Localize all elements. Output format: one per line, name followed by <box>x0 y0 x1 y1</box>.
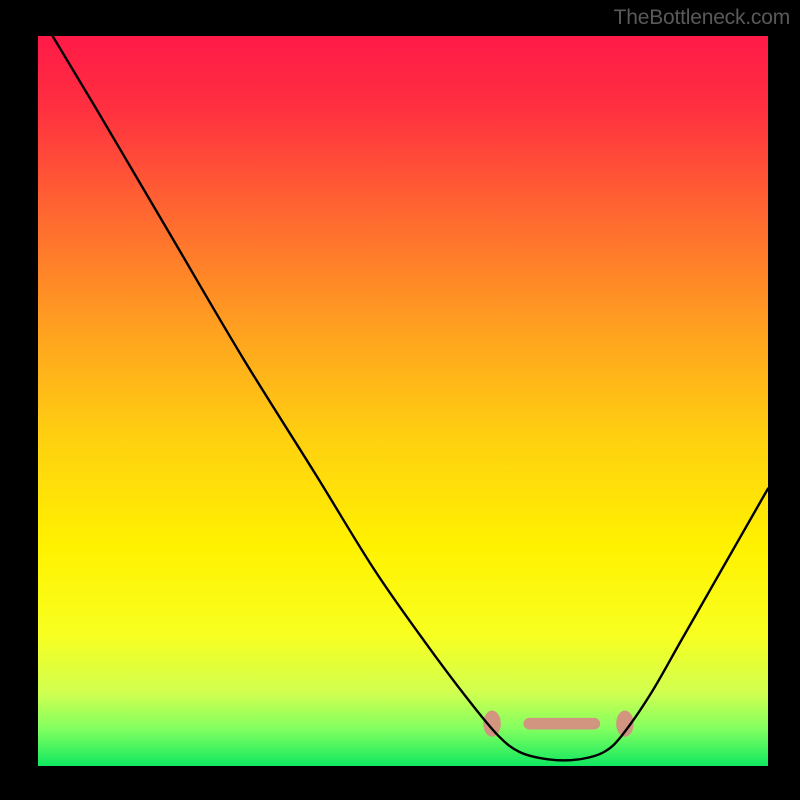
bottleneck-plot <box>0 0 800 800</box>
plot-gradient-bg <box>38 36 768 766</box>
chart-wrap: TheBottleneck.com <box>0 0 800 800</box>
attribution-text: TheBottleneck.com <box>614 6 790 30</box>
